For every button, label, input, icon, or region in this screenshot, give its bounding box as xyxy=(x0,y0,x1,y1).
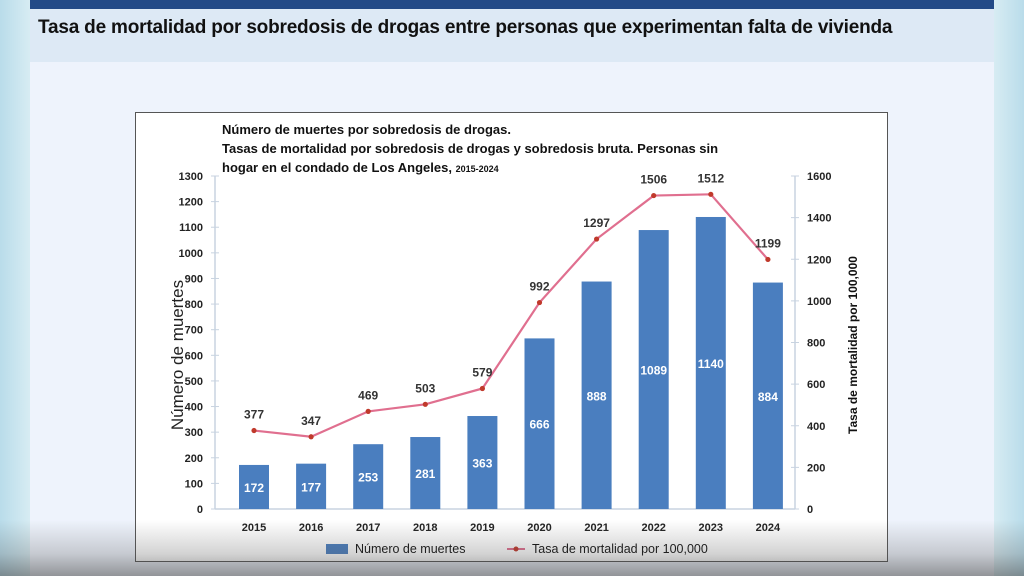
rate-value-label: 377 xyxy=(244,408,264,422)
left-tick-label: 900 xyxy=(185,273,203,285)
right-tick-label: 1600 xyxy=(807,171,831,183)
bar xyxy=(752,282,783,509)
bar-value-label: 177 xyxy=(301,480,321,494)
bar-value-label: 888 xyxy=(587,389,607,403)
bar-value-label: 666 xyxy=(529,418,549,432)
right-tick-label: 1000 xyxy=(807,296,831,308)
bar-value-label: 884 xyxy=(758,390,778,404)
bar xyxy=(467,416,498,509)
rate-marker xyxy=(765,256,771,263)
header-bar xyxy=(30,0,994,9)
left-axis-title: Número de muertes xyxy=(168,280,187,430)
rate-value-label: 1506 xyxy=(640,173,667,187)
legend-line-marker xyxy=(513,546,519,552)
rate-marker xyxy=(251,427,257,434)
left-tick-label: 1200 xyxy=(179,197,203,209)
x-tick-label: 2016 xyxy=(299,522,323,534)
bar-value-label: 281 xyxy=(415,467,435,481)
x-tick-label: 2019 xyxy=(470,522,494,534)
x-tick-label: 2022 xyxy=(641,522,665,534)
right-tick-label: 600 xyxy=(807,379,825,391)
rate-marker xyxy=(536,299,543,306)
rate-marker xyxy=(651,192,657,199)
rate-line xyxy=(253,193,769,438)
bar-value-label: 172 xyxy=(244,481,264,495)
x-tick-label: 2015 xyxy=(242,522,266,534)
left-tick-label: 400 xyxy=(185,402,203,414)
x-tick-label: 2018 xyxy=(413,522,437,534)
rate-value-label: 1512 xyxy=(697,171,724,185)
legend-item-deaths: Número de muertes xyxy=(349,538,472,560)
left-tick-label: 500 xyxy=(185,376,203,388)
bar-value-label: 1140 xyxy=(698,357,724,371)
left-tick-label: 1100 xyxy=(179,222,203,234)
right-tick-label: 400 xyxy=(807,421,825,433)
rate-marker xyxy=(422,401,428,407)
rate-value-label: 347 xyxy=(301,414,321,428)
left-tick-label: 200 xyxy=(185,453,203,465)
x-tick-label: 2017 xyxy=(356,522,380,534)
left-tick-label: 0 xyxy=(197,504,203,516)
right-axis-title: Tasa de mortalidad por 100,000 xyxy=(846,256,860,434)
left-tick-label: 600 xyxy=(185,350,203,362)
bar xyxy=(695,216,726,509)
legend-item-rate: Tasa de mortalidad por 100,000 xyxy=(526,538,714,560)
title-band: Tasa de mortalidad por sobredosis de dro… xyxy=(30,9,994,62)
left-tick-label: 700 xyxy=(185,325,203,337)
left-tick-label: 1000 xyxy=(179,248,203,260)
bar xyxy=(410,437,441,509)
x-tick-label: 2020 xyxy=(527,522,551,534)
right-tick-label: 0 xyxy=(807,504,813,516)
right-tick-label: 800 xyxy=(807,338,825,350)
rate-value-label: 1297 xyxy=(583,216,610,230)
bar-value-label: 363 xyxy=(472,457,492,471)
bar-value-label: 1089 xyxy=(640,364,667,378)
legend-label-deaths: Número de muertes xyxy=(355,542,466,556)
rate-marker xyxy=(594,236,600,242)
left-tick-label: 1300 xyxy=(179,171,203,183)
rate-marker xyxy=(708,191,714,197)
legend-label-rate: Tasa de mortalidad por 100,000 xyxy=(532,542,708,556)
rate-value-label: 1199 xyxy=(755,236,781,250)
bar xyxy=(581,281,612,509)
right-tick-label: 1200 xyxy=(807,254,831,266)
x-tick-label: 2024 xyxy=(756,522,781,534)
right-tick-label: 1400 xyxy=(807,213,831,225)
legend-bar-swatch xyxy=(326,544,348,554)
bar xyxy=(524,338,555,509)
slide-title: Tasa de mortalidad por sobredosis de dro… xyxy=(38,17,893,38)
chart-title-line-1: Número de muertes por sobredosis de drog… xyxy=(222,122,511,137)
rate-marker xyxy=(308,434,314,440)
left-tick-label: 100 xyxy=(185,478,203,490)
bar xyxy=(353,444,384,509)
rate-marker xyxy=(365,408,371,414)
rate-value-label: 992 xyxy=(529,280,549,294)
x-tick-label: 2023 xyxy=(699,522,723,534)
chart-title-line-3: hogar en el condado de Los Angeles, xyxy=(222,160,452,175)
rate-value-label: 579 xyxy=(472,365,492,379)
bar xyxy=(239,464,269,509)
left-tick-label: 300 xyxy=(185,427,203,439)
chart-title-years: 2015-2024 xyxy=(455,164,499,174)
rate-value-label: 503 xyxy=(415,381,435,395)
bar xyxy=(638,230,669,509)
chart-title: Número de muertes por sobredosis de drog… xyxy=(222,120,718,179)
bar-value-label: 253 xyxy=(358,471,378,485)
right-tick-label: 200 xyxy=(807,462,825,474)
chart-title-line-2: Tasas de mortalidad por sobredosis de dr… xyxy=(222,141,719,156)
x-tick-label: 2021 xyxy=(584,522,608,534)
left-tick-label: 800 xyxy=(185,299,203,311)
rate-value-label: 469 xyxy=(358,388,378,402)
bar xyxy=(296,463,327,509)
rate-marker xyxy=(479,385,485,392)
